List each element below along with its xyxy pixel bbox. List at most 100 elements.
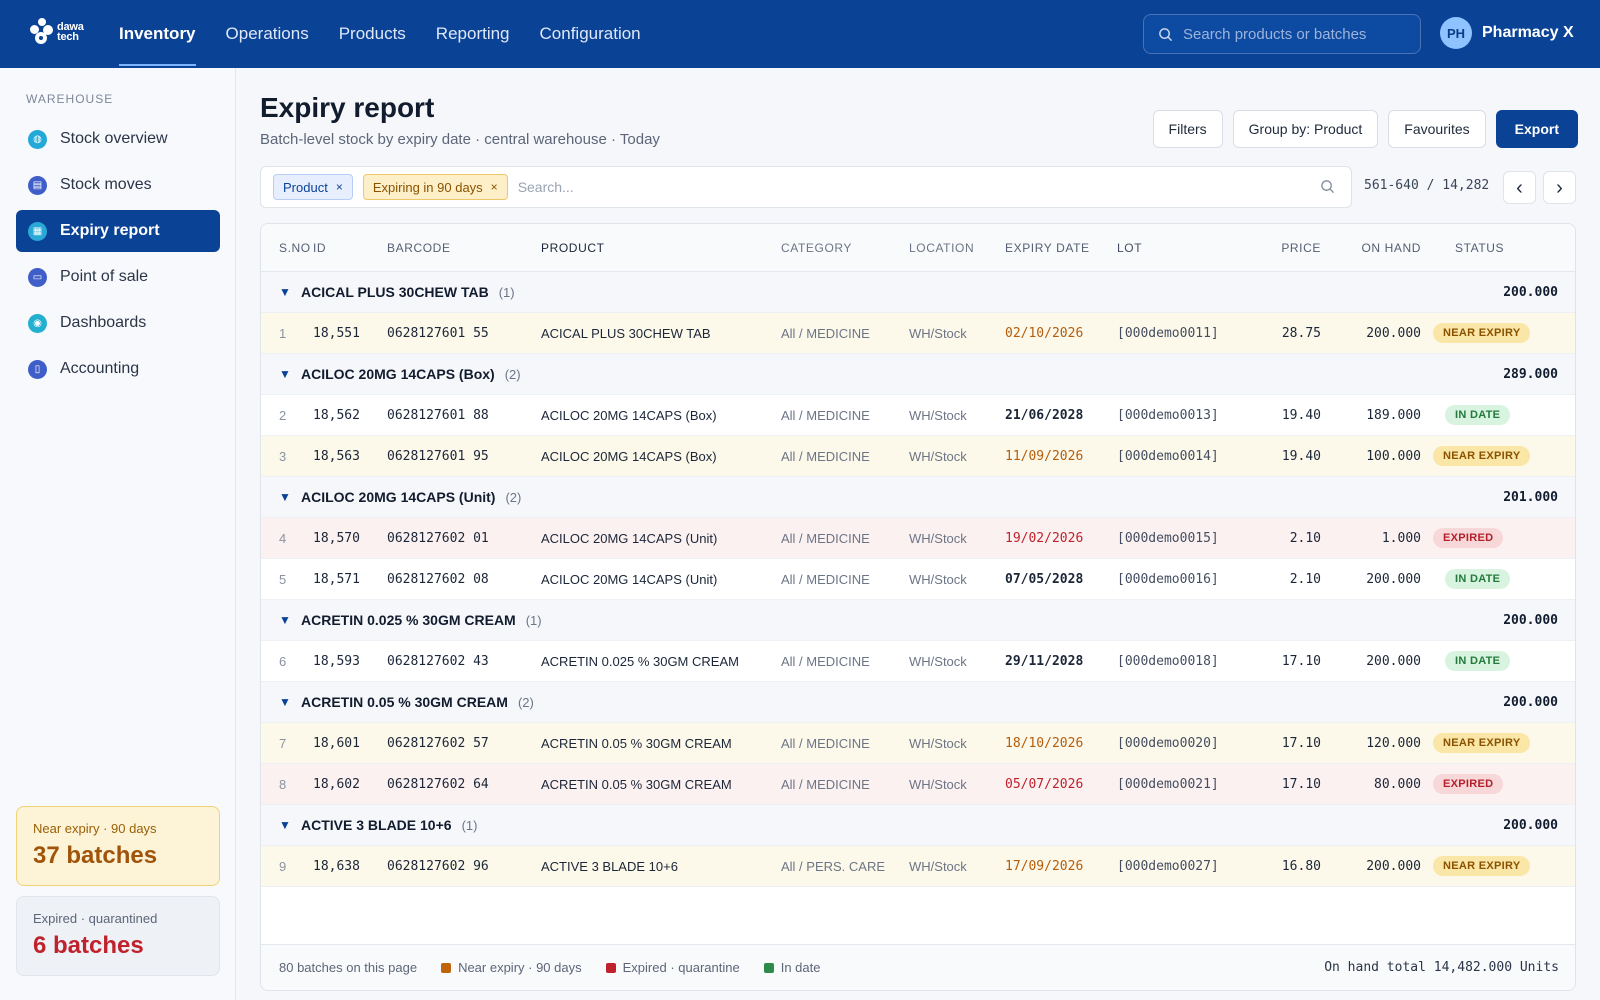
cell-price: 2.10 (1289, 571, 1321, 587)
nav-inventory[interactable]: Inventory (104, 0, 211, 68)
filters-button[interactable]: Filters (1152, 110, 1223, 148)
cell-id: 18,638 (313, 858, 360, 874)
table-row[interactable]: 3 18,563 0628127601 95 ACILOC 20MG 14CAPS (… (261, 436, 1575, 477)
sidebar-item-stock-moves[interactable]: ▤ Stock moves (16, 164, 220, 206)
legend-swatch (605, 962, 616, 973)
sidebar-item-point-of-sale[interactable]: ▭ Point of sale (16, 256, 220, 298)
cell-product[interactable]: ACICAL PLUS 30CHEW TAB (541, 325, 711, 341)
col-id[interactable]: ID (313, 240, 327, 255)
sidebar-list: ◍ Stock overview ▤ Stock moves ▦ Expiry … (16, 118, 220, 394)
pager-next-button[interactable]: › (1543, 171, 1576, 204)
cell-barcode: 0628127602 01 (387, 530, 489, 546)
table-body: ▼ ACICAL PLUS 30CHEW TAB (1) 200.000 1 18,551… (261, 272, 1575, 887)
status-badge: IN DATE (1445, 569, 1511, 589)
cell-product[interactable]: ACRETIN 0.05 % 30GM CREAM (541, 735, 732, 751)
table-row[interactable]: 2 18,562 0628127601 88 ACILOC 20MG 14CAPS (… (261, 395, 1575, 436)
near-expiry-card[interactable]: Near expiry · 90 days 37 batches (16, 806, 220, 886)
caret-down-icon[interactable]: ▼ (279, 613, 291, 627)
caret-down-icon[interactable]: ▼ (279, 695, 291, 709)
cell-status: EXPIRED (1421, 774, 1571, 794)
nav-products[interactable]: Products (338, 24, 406, 43)
cell-product[interactable]: ACRETIN 0.05 % 30GM CREAM (541, 776, 732, 792)
cell-product[interactable]: ACILOC 20MG 14CAPS (Unit) (541, 530, 718, 546)
nav-reporting[interactable]: Reporting (435, 24, 510, 43)
filter-search-input[interactable] (517, 179, 1298, 195)
caret-down-icon[interactable]: ▼ (279, 490, 291, 504)
group-name: ACILOC 20MG 14CAPS (Box) (301, 366, 495, 382)
group-row[interactable]: ▼ ACILOC 20MG 14CAPS (Unit) (2) 201.000 (261, 477, 1575, 518)
cell-product[interactable]: ACILOC 20MG 14CAPS (Box) (541, 448, 717, 464)
col-product[interactable]: PRODUCT (541, 240, 605, 255)
search-icon[interactable] (1320, 179, 1335, 194)
avatar[interactable]: PH (1440, 17, 1472, 49)
cell-status: NEAR EXPIRY (1421, 856, 1571, 876)
table-row[interactable]: 9 18,638 0628127602 96 ACTIVE 3 BLADE 10+6 A… (261, 846, 1575, 887)
cell-price: 17.10 (1281, 653, 1321, 669)
favourites-button[interactable]: Favourites (1388, 110, 1486, 148)
table-row[interactable]: 5 18,571 0628127602 08 ACILOC 20MG 14CAPS (… (261, 559, 1575, 600)
col-sno[interactable]: S.NO (279, 240, 311, 255)
col-location[interactable]: LOCATION (909, 240, 975, 255)
group-total: 201.000 (1503, 489, 1558, 505)
table-row[interactable]: 7 18,601 0628127602 57 ACRETIN 0.05 % 30GM … (261, 723, 1575, 764)
close-icon[interactable]: × (335, 180, 343, 194)
cell-status: NEAR EXPIRY (1421, 323, 1571, 343)
nav-operations[interactable]: Operations (225, 24, 309, 43)
app-logo[interactable]: dawa tech (30, 18, 84, 46)
cell-barcode: 0628127601 88 (387, 407, 489, 423)
global-search-input[interactable] (1183, 25, 1403, 43)
cell-product[interactable]: ACTIVE 3 BLADE 10+6 (541, 858, 678, 874)
col-expiry-date[interactable]: EXPIRY DATE (1005, 240, 1090, 255)
group-by-button[interactable]: Group by: Product (1232, 110, 1379, 148)
cell-category: All / MEDICINE (781, 530, 870, 546)
group-total: 200.000 (1503, 817, 1558, 833)
filter-chip-product[interactable]: Product × (273, 174, 353, 200)
table-row[interactable]: 4 18,570 0628127602 01 ACILOC 20MG 14CAPS (… (261, 518, 1575, 559)
group-row[interactable]: ▼ ACILOC 20MG 14CAPS (Box) (2) 289.000 (261, 354, 1575, 395)
sidebar-item-accounting[interactable]: ▯ Accounting (16, 348, 220, 390)
user-menu[interactable]: PH Pharmacy X (1440, 17, 1574, 49)
sidebar-item-stock-overview[interactable]: ◍ Stock overview (16, 118, 220, 160)
nav-configuration[interactable]: Configuration (539, 24, 641, 43)
chevron-left-icon: ‹ (1516, 176, 1523, 199)
cell-product[interactable]: ACILOC 20MG 14CAPS (Box) (541, 407, 717, 423)
cell-lot: [000demo0016] (1117, 571, 1219, 587)
expired-card[interactable]: Expired · quarantined 6 batches (16, 896, 220, 976)
col-price[interactable]: PRICE (1281, 240, 1321, 255)
col-on-hand[interactable]: ON HAND (1361, 240, 1421, 255)
group-row[interactable]: ▼ ACRETIN 0.025 % 30GM CREAM (1) 200.000 (261, 600, 1575, 641)
group-name: ACICAL PLUS 30CHEW TAB (301, 284, 489, 300)
page-actions: Filters Group by: Product Favourites Exp… (1143, 110, 1578, 148)
group-row[interactable]: ▼ ACTIVE 3 BLADE 10+6 (1) 200.000 (261, 805, 1575, 846)
col-barcode[interactable]: BARCODE (387, 240, 451, 255)
legend-label: Near expiry · 90 days (458, 960, 582, 975)
col-status[interactable]: STATUS (1455, 240, 1505, 255)
cell-product[interactable]: ACILOC 20MG 14CAPS (Unit) (541, 571, 718, 587)
table-row[interactable]: 1 18,551 0628127601 55 ACICAL PLUS 30CHEW T… (261, 313, 1575, 354)
cell-sno: 9 (279, 858, 287, 874)
caret-down-icon[interactable]: ▼ (279, 367, 291, 381)
group-row[interactable]: ▼ ACRETIN 0.05 % 30GM CREAM (2) 200.000 (261, 682, 1575, 723)
table-row[interactable]: 6 18,593 0628127602 43 ACRETIN 0.025 % 30GM… (261, 641, 1575, 682)
status-badge: IN DATE (1445, 405, 1511, 425)
cell-sno: 5 (279, 571, 287, 587)
cell-product[interactable]: ACRETIN 0.025 % 30GM CREAM (541, 653, 739, 669)
legend-near: Near expiry · 90 days (441, 960, 582, 975)
caret-down-icon[interactable]: ▼ (279, 285, 291, 299)
cell-price: 19.40 (1281, 448, 1321, 464)
close-icon[interactable]: × (490, 180, 498, 194)
pager-prev-button[interactable]: ‹ (1503, 171, 1536, 204)
footer-total: On hand total 14,482.000 Units (1324, 960, 1559, 975)
col-category[interactable]: CATEGORY (781, 240, 853, 255)
filter-chip-expiring[interactable]: Expiring in 90 days × (362, 174, 508, 200)
group-row[interactable]: ▼ ACICAL PLUS 30CHEW TAB (1) 200.000 (261, 272, 1575, 313)
user-name[interactable]: Pharmacy X (1482, 24, 1574, 41)
caret-down-icon[interactable]: ▼ (279, 818, 291, 832)
sidebar-item-expiry-report[interactable]: ▦ Expiry report (16, 210, 220, 252)
cell-lot: [000demo0018] (1117, 653, 1219, 669)
sidebar-item-dashboards[interactable]: ◉ Dashboards (16, 302, 220, 344)
col-lot[interactable]: LOT (1117, 240, 1143, 255)
cell-id: 18,563 (313, 448, 360, 464)
table-row[interactable]: 8 18,602 0628127602 64 ACRETIN 0.05 % 30GM … (261, 764, 1575, 805)
export-button[interactable]: Export (1495, 110, 1578, 148)
